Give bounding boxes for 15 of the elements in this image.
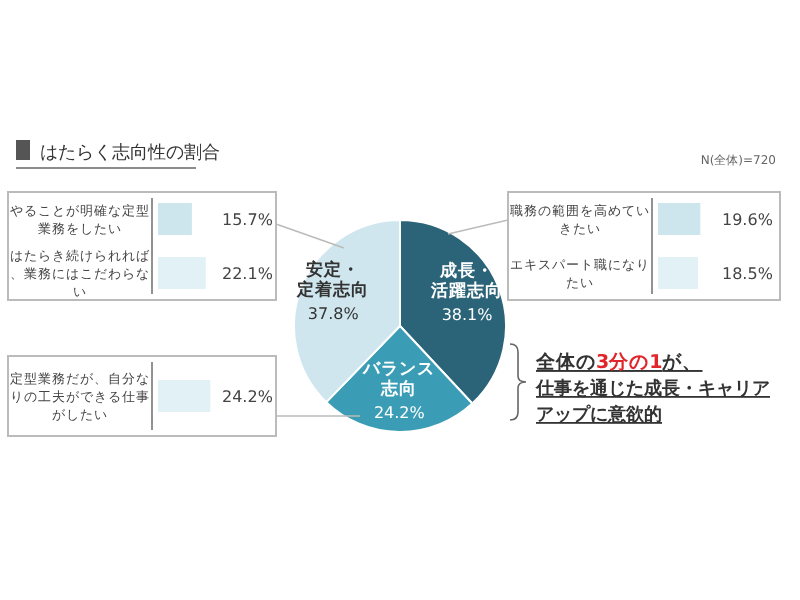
data-label: 37.8% bbox=[307, 304, 360, 323]
text: 全体の bbox=[534, 350, 596, 374]
slice-label: 安定・定着志向 bbox=[295, 258, 370, 301]
data-label: 22.1% bbox=[222, 265, 274, 283]
text: はたらく志向性の割合 bbox=[40, 142, 220, 164]
data-label: 18.5% bbox=[722, 265, 774, 283]
data-label: 24.2% bbox=[222, 388, 274, 406]
data-label: 15.7% bbox=[222, 211, 274, 229]
text: が、 bbox=[660, 352, 703, 374]
slice-label: バランス志向 bbox=[361, 360, 436, 401]
data-label: 19.6% bbox=[722, 211, 774, 229]
data-label: 24.2% bbox=[373, 404, 426, 423]
text: 仕事を通じた成長・キャリアアップに意欲的 bbox=[534, 378, 770, 426]
text: 3分の1 bbox=[596, 350, 663, 374]
data-label: 38.1% bbox=[441, 305, 494, 324]
